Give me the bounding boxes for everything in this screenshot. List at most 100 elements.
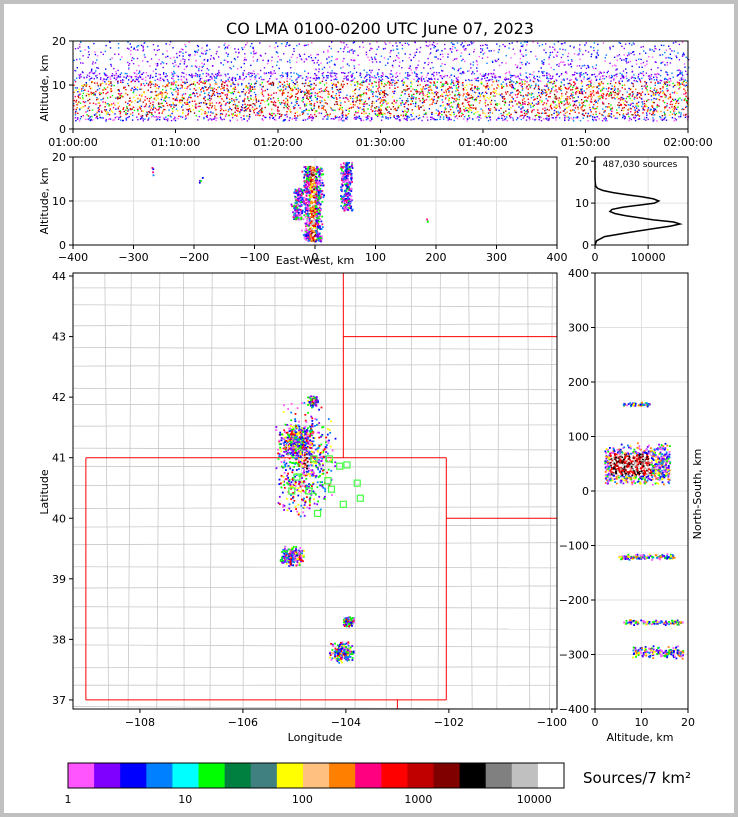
county-line: [183, 273, 185, 709]
histogram-background: [595, 157, 688, 245]
lma-station-marker: [293, 473, 301, 481]
colorbar-swatch: [537, 763, 565, 788]
colorbar-tick-label: 10: [178, 793, 192, 806]
lma-station-marker: [339, 500, 347, 508]
county-line: [73, 524, 557, 528]
north-south-panel: 0 10 20 −400 −300 −200 −100 0 100 200 300 400: [559, 267, 695, 729]
colorbar-tick-label: 10000: [517, 793, 552, 806]
county-line: [73, 506, 557, 509]
x-tick-label: −108: [125, 716, 155, 729]
county-line: [496, 273, 500, 709]
y-tick-label: −100: [559, 540, 589, 553]
x-tick-label: −104: [331, 716, 361, 729]
x-tick-label: −200: [179, 251, 209, 264]
y-tick-label: 10: [575, 197, 589, 210]
y-tick-label: −300: [559, 649, 589, 662]
y-tick-label: 300: [568, 322, 589, 335]
x-tick-label: 0: [592, 716, 599, 729]
y-tick-label: 0: [582, 239, 589, 252]
colorbar-label: Sources/7 km²: [583, 769, 691, 787]
x-tick-label: 300: [486, 251, 507, 264]
plan-view-ylabel: Latitude: [38, 469, 51, 515]
y-tick-label: 20: [52, 151, 66, 164]
east-west-xlabel: East-West, km: [276, 254, 354, 267]
east-west-panel: −400 −300 −200 −100 0 100 200 300 400 0 10 20: [52, 151, 568, 264]
lma-figure: CO LMA 0100-0200 UTC June 07, 2023 0 10 20…: [38, 19, 713, 806]
county-line: [73, 627, 557, 630]
colorbar-swatch: [172, 763, 200, 788]
x-tick-label: −106: [228, 716, 258, 729]
x-tick-label: −100: [239, 251, 269, 264]
y-tick-label: −400: [559, 703, 589, 716]
lma-station-marker: [325, 455, 334, 463]
lma-station-marker: [288, 487, 296, 495]
plan-view-frame: [72, 272, 558, 710]
x-tick-label: 10: [635, 716, 649, 729]
x-tick-label: 01:20:00: [253, 136, 302, 149]
y-tick-label: 10: [52, 195, 66, 208]
lma-station-marker: [343, 461, 351, 469]
county-line: [73, 585, 557, 589]
x-tick-label: 0: [312, 251, 319, 264]
x-tick-label: 01:10:00: [151, 136, 200, 149]
colorbar-tick-label: 1000: [404, 793, 432, 806]
county-line: [354, 273, 357, 709]
colorbar-tick-label: 100: [292, 793, 313, 806]
county-line: [73, 465, 557, 468]
time-height-background: [73, 41, 688, 129]
county-line: [274, 273, 277, 709]
x-tick-label: 01:00:00: [48, 136, 97, 149]
county-line: [73, 644, 557, 648]
x-tick-label: 20: [681, 716, 695, 729]
plan-view-xlabel: Longitude: [288, 731, 343, 744]
y-tick-label: −200: [559, 594, 589, 607]
county-line: [73, 542, 557, 546]
y-tick-label: 44: [52, 270, 66, 283]
colorbar-swatch: [381, 763, 408, 788]
x-tick-label: 200: [426, 251, 447, 264]
colorbar-swatch: [120, 763, 147, 788]
east-west-ylabel: Altitude, km: [38, 167, 51, 234]
county-line: [73, 483, 557, 486]
time-height-sources: [73, 41, 690, 122]
histogram-panel: 0 10000 0 10 20: [575, 155, 689, 264]
colorbar-swatch: [68, 763, 95, 788]
colorbar-swatch: [94, 763, 121, 788]
y-tick-label: 41: [52, 452, 66, 465]
county-line: [242, 273, 246, 709]
county-line: [104, 273, 110, 709]
lightning-sources: [275, 395, 356, 664]
colorbar-swatch: [407, 763, 434, 788]
x-tick-label: 10000: [631, 251, 666, 264]
colorbar-swatch: [511, 763, 539, 788]
x-tick-label: 0: [592, 251, 599, 264]
east-west-sources: [151, 161, 429, 243]
x-tick-label: 100: [365, 251, 386, 264]
colorbar-panel: 1 10 100 1000 10000: [65, 762, 565, 806]
y-tick-label: 43: [52, 331, 66, 344]
lma-station-marker: [336, 462, 344, 470]
altitude-profile-line: [594, 157, 683, 246]
figure: CO LMA 0100-0200 UTC June 07, 2023 0 10 20…: [4, 4, 734, 813]
county-line: [73, 364, 557, 367]
north-south-ylabel: North-South, km: [691, 449, 704, 540]
x-tick-label: 01:30:00: [356, 136, 405, 149]
county-line: [468, 273, 473, 709]
chart-title: CO LMA 0100-0200 UTC June 07, 2023: [226, 19, 534, 38]
county-line: [73, 666, 557, 669]
y-tick-label: 39: [52, 573, 66, 586]
y-tick-label: 37: [52, 694, 66, 707]
colorbar-frame: [67, 762, 565, 789]
county-line: [73, 387, 557, 391]
x-tick-label: 02:00:00: [663, 136, 712, 149]
y-tick-label: 40: [52, 512, 66, 525]
north-south-xlabel: Altitude, km: [606, 731, 673, 744]
lma-station-marker: [310, 455, 318, 463]
x-tick-label: −102: [434, 716, 464, 729]
north-south-sources: [604, 401, 685, 660]
x-tick-label: 400: [547, 251, 568, 264]
colorbar-swatch: [433, 763, 461, 788]
y-tick-label: 100: [568, 431, 589, 444]
county-line: [437, 273, 441, 709]
lma-station-marker: [324, 477, 332, 485]
